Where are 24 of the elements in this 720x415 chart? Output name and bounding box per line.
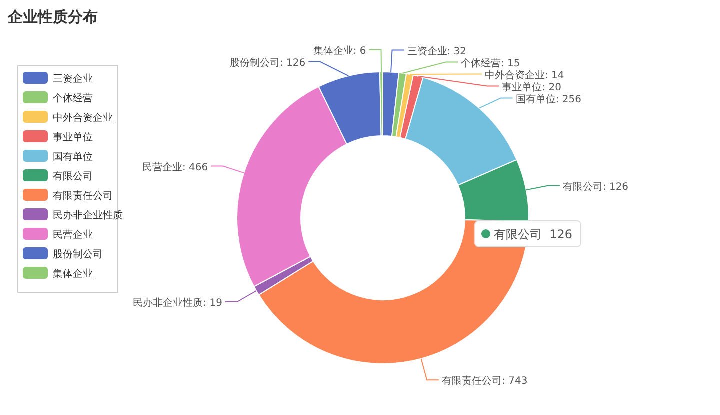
- data-label: 股份制公司: 126: [230, 57, 306, 70]
- legend-label: 事业单位: [53, 132, 93, 144]
- data-label: 有限公司: 126: [562, 180, 629, 193]
- legend-label: 国有单位: [53, 151, 93, 163]
- data-label: 国有单位: 256: [516, 93, 582, 106]
- legend-label: 三资企业: [53, 73, 93, 85]
- legend-label: 有限责任公司: [53, 190, 113, 202]
- data-label: 民办非企业性质: 19: [133, 296, 222, 309]
- data-label: 事业单位: 20: [502, 81, 562, 94]
- tooltip-box: 有限公司 126: [474, 220, 582, 248]
- data-label: 有限责任公司: 743: [442, 375, 528, 388]
- data-label: 中外合资企业: 14: [484, 69, 564, 82]
- legend-label: 个体经营: [53, 92, 93, 104]
- legend-label: 有限公司: [53, 170, 93, 182]
- data-label: 三资企业: 32: [407, 45, 467, 58]
- legend-label: 集体企业: [53, 268, 93, 280]
- chart-title: 企业性质分布: [7, 8, 98, 26]
- legend-label: 中外合资企业: [53, 112, 113, 124]
- legend-label: 股份制公司: [53, 248, 103, 260]
- data-label: 个体经营: 15: [460, 57, 520, 70]
- legend-label: 民营企业: [53, 229, 93, 241]
- data-label: 集体企业: 6: [313, 45, 366, 58]
- data-label: 民营企业: 466: [142, 161, 208, 174]
- legend-label: 民办非企业性质: [53, 210, 123, 222]
